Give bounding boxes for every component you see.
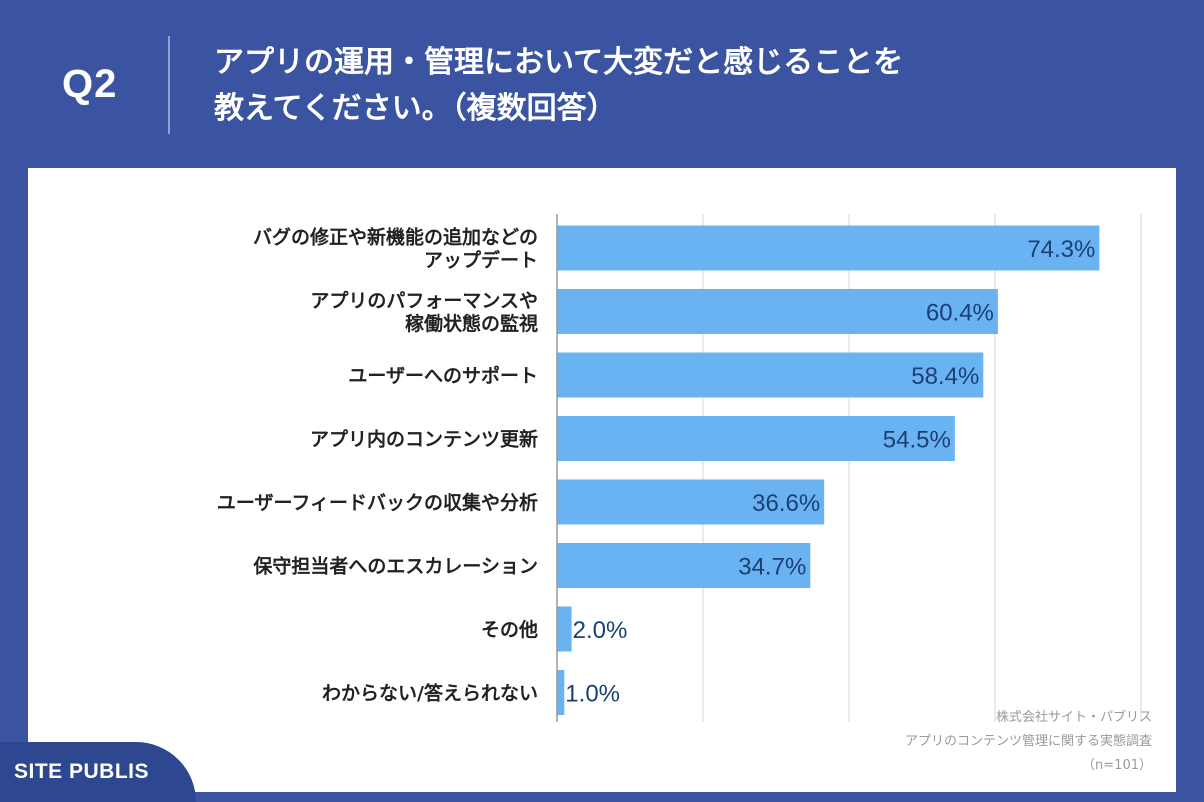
data-label: 58.4% <box>911 363 979 390</box>
source-company: 株式会社サイト・パブリス <box>995 710 1152 725</box>
category-label: アップデート <box>424 249 538 272</box>
category-label: バグの修正や新機能の追加などの <box>253 226 538 249</box>
header: Q2 アプリの運用・管理において大変だと感じることを 教えてください。（複数回答… <box>0 0 1204 168</box>
bar <box>557 606 572 652</box>
data-label: 54.5% <box>883 427 951 454</box>
source-survey: アプリのコンテンツ管理に関する実態調査 <box>904 734 1152 749</box>
data-label: 60.4% <box>926 300 994 327</box>
source-note: 株式会社サイト・パブリス アプリのコンテンツ管理に関する実態調査 （n=101） <box>905 706 1152 778</box>
category-label: アプリ内のコンテンツ更新 <box>310 428 538 451</box>
bar <box>557 352 984 398</box>
category-label: その他 <box>481 618 538 641</box>
bar <box>557 670 565 715</box>
category-label: 保守担当者へのエスカレーション <box>252 555 538 578</box>
bar <box>557 289 998 334</box>
category-label: わからない/答えられない <box>322 682 538 705</box>
question-title-line2: 教えてください。（複数回答） <box>214 91 617 126</box>
category-label: ユーザーフィードバックの収集や分析 <box>217 491 538 514</box>
question-number: Q2 <box>62 62 118 106</box>
category-label: アプリのパフォーマンスや <box>310 289 538 312</box>
question-title: アプリの運用・管理において大変だと感じることを 教えてください。（複数回答） <box>214 40 1114 132</box>
bar <box>557 416 955 461</box>
header-divider <box>168 36 170 134</box>
category-label: 稼働状態の監視 <box>405 312 538 335</box>
question-title-line1: アプリの運用・管理において大変だと感じることを <box>214 45 904 80</box>
data-label: 36.6% <box>752 490 820 517</box>
bar <box>557 479 825 525</box>
data-label: 2.0% <box>573 617 628 644</box>
bar <box>557 225 1100 271</box>
data-label: 34.7% <box>738 554 806 581</box>
logo: SITE PUBLIS <box>14 760 150 783</box>
data-label: 74.3% <box>1027 236 1095 263</box>
sample-size: （n=101） <box>1082 758 1152 773</box>
logo-badge <box>0 742 196 802</box>
bar <box>557 543 811 588</box>
category-label: ユーザーへのサポート <box>348 364 538 387</box>
data-label: 1.0% <box>565 681 620 708</box>
